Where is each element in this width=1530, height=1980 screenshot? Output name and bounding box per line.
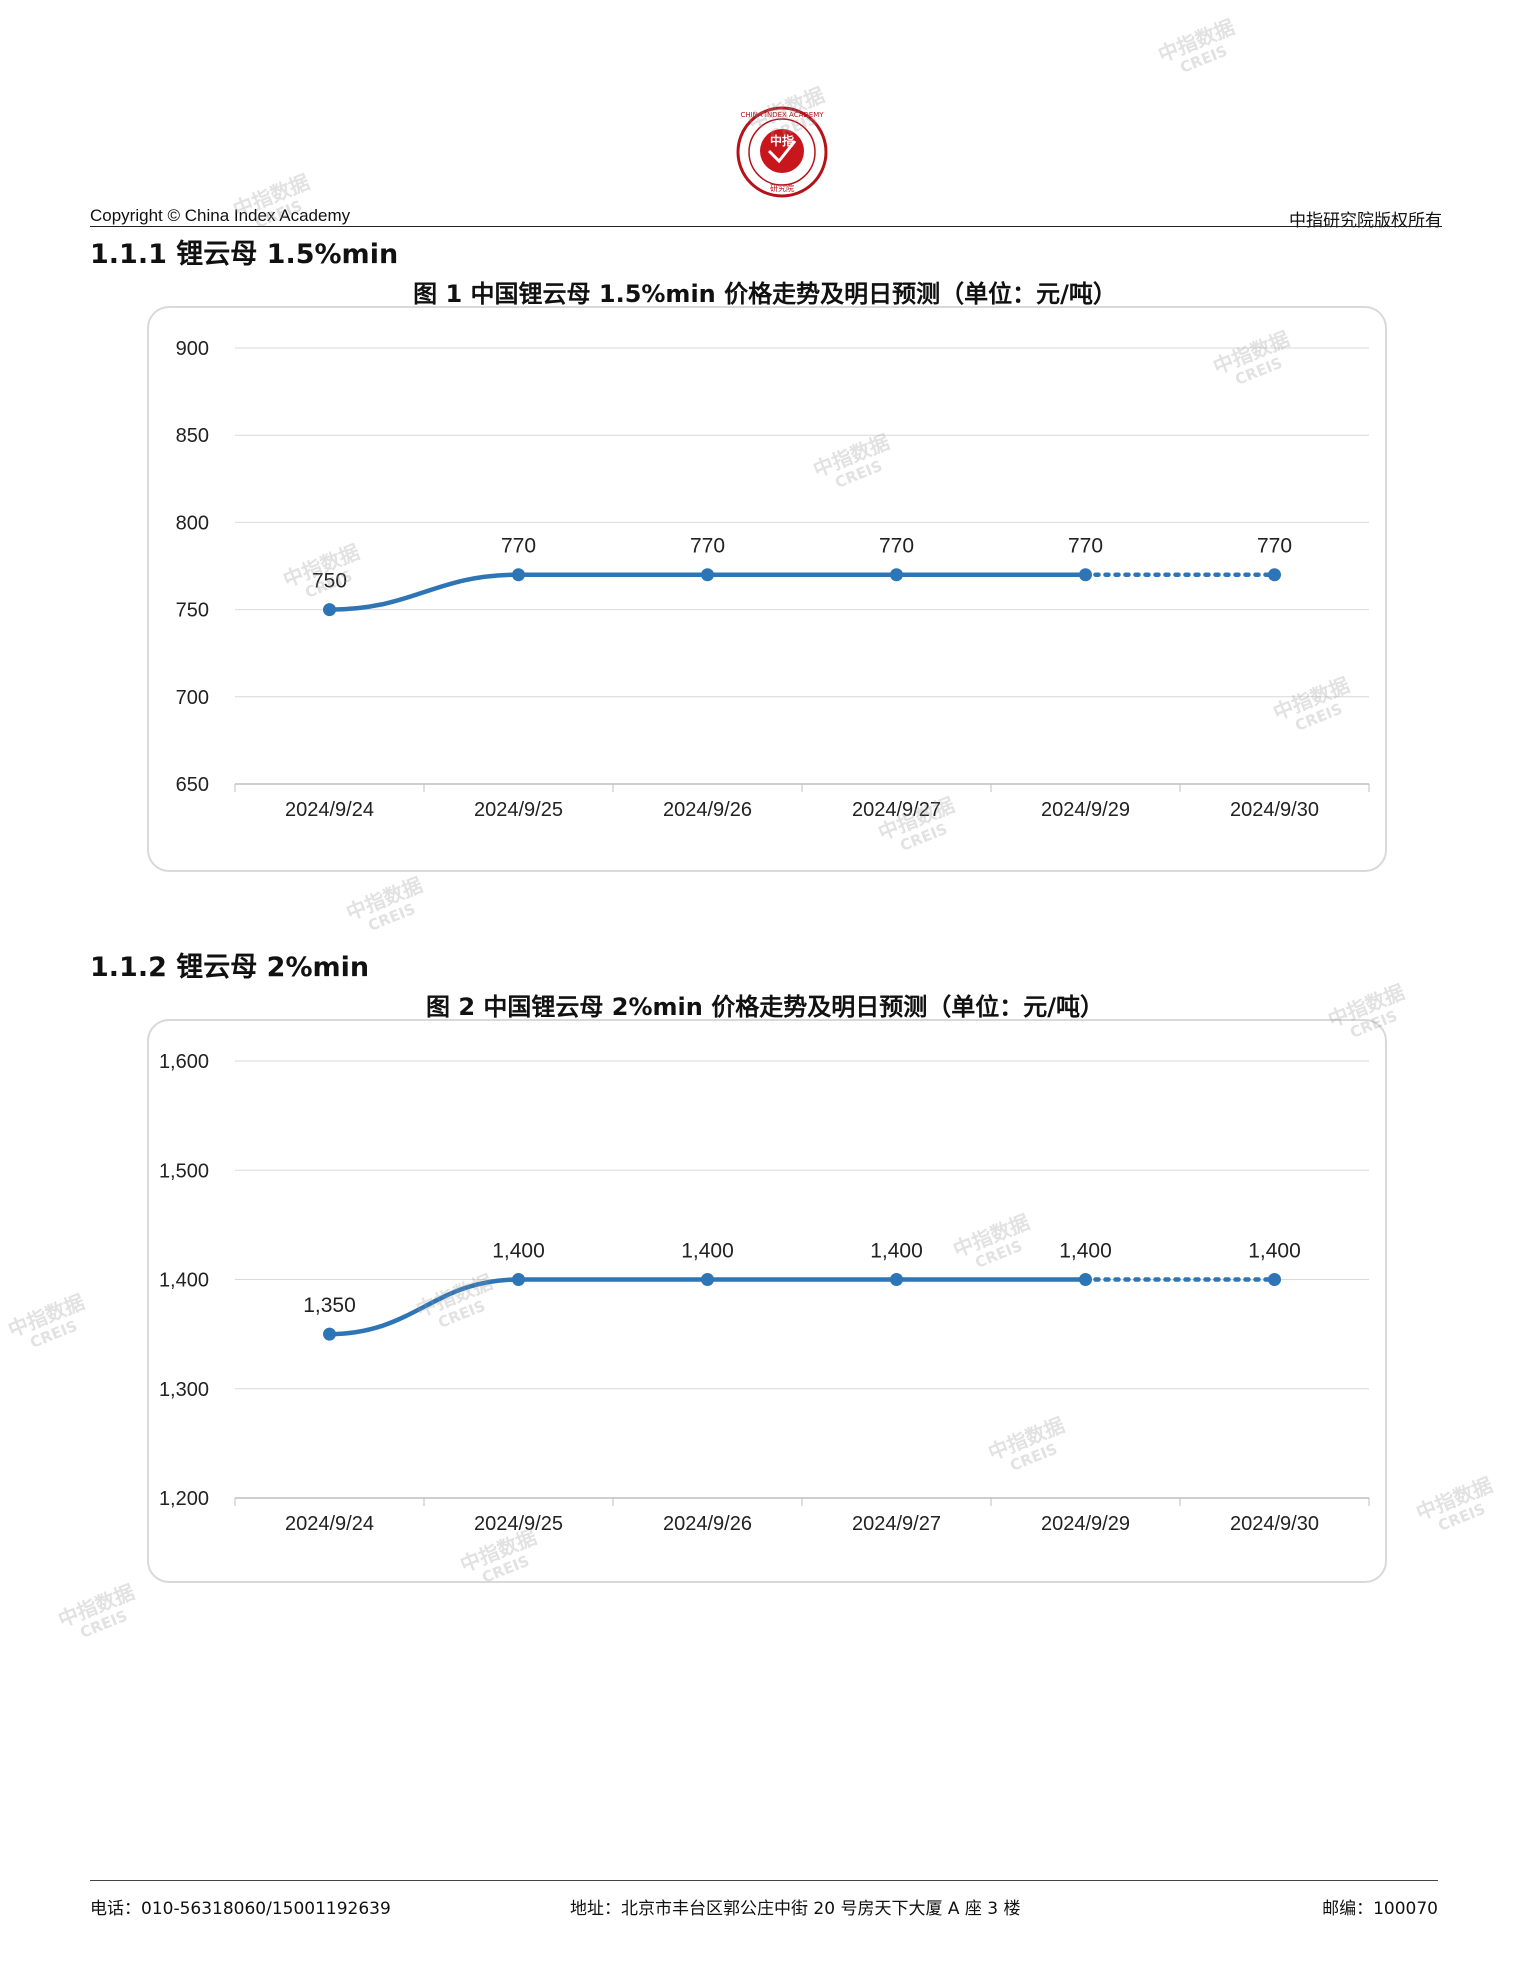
data-label: 1,400 (1248, 1240, 1301, 1263)
header-divider (90, 226, 1442, 227)
x-tick-label: 2024/9/30 (1230, 799, 1319, 821)
figure-title-2: 图 2 中国锂云母 2%min 价格走势及明日预测（单位：元/吨） (426, 993, 1104, 1021)
footer-postcode: 邮编：100070 (1322, 1899, 1438, 1919)
data-point (323, 1327, 336, 1341)
logo-ring-text: CHINA INDEX ACADEMY (740, 111, 824, 119)
data-label: 1,400 (681, 1240, 734, 1263)
data-point (512, 1273, 525, 1286)
watermark: 中指数据 CREIS (229, 169, 313, 232)
logo-center-text: 中指 (770, 133, 794, 148)
data-point (701, 1273, 714, 1286)
data-point (1268, 568, 1281, 582)
y-tick-label: 900 (176, 338, 209, 360)
data-label: 770 (501, 535, 536, 558)
copyright-text: Copyright © China Index Academy (90, 206, 351, 225)
footer-address: 地址：北京市丰台区郭公庄中街 20 号房天下大厦 A 座 3 楼 (570, 1899, 1021, 1919)
data-label: 1,400 (1059, 1240, 1112, 1263)
chart-container-2: 1,600 1,500 1,400 1,300 1,200 2024/9/24 2024/9… (147, 1019, 1387, 1583)
y-tick-label: 1,600 (159, 1051, 209, 1073)
x-tick-label: 2024/9/27 (852, 1513, 941, 1535)
data-label: 770 (690, 535, 725, 558)
data-point (323, 603, 336, 617)
x-tick-label: 2024/9/30 (1230, 1513, 1319, 1535)
y-tick-label: 1,300 (159, 1379, 209, 1401)
y-tick-label: 1,400 (159, 1270, 209, 1292)
x-tick-label: 2024/9/24 (285, 1513, 374, 1535)
data-point (512, 568, 525, 582)
data-label: 750 (312, 570, 347, 593)
x-tick-label: 2024/9/26 (663, 1513, 752, 1535)
y-tick-label: 1,200 (159, 1488, 209, 1510)
watermark: 中指数据 CREIS (1412, 1472, 1496, 1535)
data-label: 1,350 (303, 1294, 356, 1317)
data-label: 1,400 (492, 1240, 545, 1263)
section-heading-1: 1.1.1 锂云母 1.5%min (90, 239, 399, 270)
data-label: 770 (1257, 535, 1292, 558)
data-point (701, 568, 714, 582)
watermark: 中指数据 CREIS (1154, 14, 1238, 77)
data-label: 770 (1068, 535, 1103, 558)
section-heading-2: 1.1.2 锂云母 2%min (90, 952, 370, 983)
chart-container-1: 900 850 800 750 700 650 2024/9/24 2024/9/25 2024… (147, 306, 1387, 872)
x-tick-label: 2024/9/29 (1041, 1513, 1130, 1535)
y-tick-label: 650 (176, 774, 209, 796)
data-label: 1,400 (870, 1240, 923, 1263)
y-tick-label: 700 (176, 687, 209, 709)
rights-text: 中指研究院版权所有 (1289, 211, 1442, 231)
y-tick-label: 750 (176, 600, 209, 622)
x-tick-label: 2024/9/26 (663, 799, 752, 821)
data-label: 770 (879, 535, 914, 558)
data-point (890, 568, 903, 582)
watermark: 中指数据 CREIS (54, 1579, 138, 1642)
x-tick-label: 2024/9/25 (474, 799, 563, 821)
x-tick-label: 2024/9/27 (852, 799, 941, 821)
footer-phone: 电话：010-56318060/15001192639 (90, 1899, 391, 1919)
data-point (890, 1273, 903, 1286)
x-tick-label: 2024/9/25 (474, 1513, 563, 1535)
figure-title-1: 图 1 中国锂云母 1.5%min 价格走势及明日预测（单位：元/吨） (413, 280, 1117, 308)
watermark: 中指数据 CREIS (4, 1289, 88, 1352)
data-point (1079, 1273, 1092, 1286)
y-tick-label: 800 (176, 512, 209, 534)
watermark: 中指数据 CREIS (342, 872, 426, 935)
y-tick-label: 1,500 (159, 1160, 209, 1182)
y-tick-label: 850 (176, 425, 209, 447)
data-point (1268, 1273, 1281, 1286)
footer-divider (90, 1880, 1438, 1881)
china-index-academy-logo: 中指 研究院 CHINA INDEX ACADEMY (736, 106, 828, 198)
x-tick-label: 2024/9/24 (285, 799, 374, 821)
x-tick-label: 2024/9/29 (1041, 799, 1130, 821)
chart-1: 900 850 800 750 700 650 2024/9/24 2024/9/25 2024… (176, 338, 1370, 821)
logo-bottom-text: 研究院 (770, 183, 794, 193)
chart-2: 1,600 1,500 1,400 1,300 1,200 2024/9/24 2024/9… (159, 1051, 1370, 1535)
series-line-actual (327, 1277, 1088, 1337)
data-point (1079, 568, 1092, 582)
